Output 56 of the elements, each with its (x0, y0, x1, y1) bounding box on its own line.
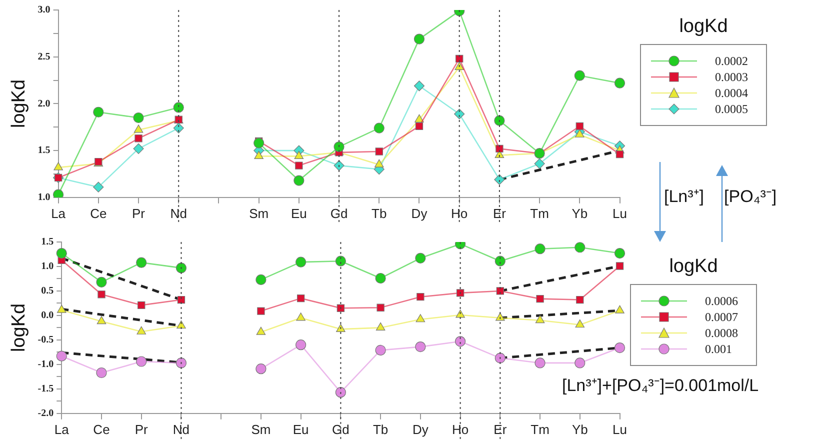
x-tick-label: Lu (612, 206, 628, 221)
legend-title: logKd (668, 256, 719, 278)
x-tick-label: Lu (612, 422, 628, 437)
x-tick-label: Yb (572, 206, 588, 221)
x-tick-label: Tb (372, 206, 387, 221)
x-tick-label: Tb (372, 422, 388, 437)
y-tick-label: -1.5 (38, 383, 54, 394)
legend-label: 0.0008 (705, 326, 738, 340)
legend-title: logKd (678, 16, 729, 38)
x-tick-label: Nd (170, 206, 187, 221)
y-tick-label: 0.5 (41, 286, 54, 297)
x-tick-label: Ce (93, 422, 110, 437)
annotation: [Ln³⁺]+[PO₄³⁻]=0.001mol/L (562, 375, 759, 396)
y-tick-label: 2.0 (38, 98, 50, 110)
y-tick-label: 1.0 (41, 261, 54, 272)
legend-label: 0.0003 (715, 70, 748, 84)
x-tick-label: Dy (411, 206, 428, 221)
x-tick-label: Pr (134, 422, 149, 437)
x-tick-label: Yb (572, 422, 588, 437)
legend-label: 0.0007 (705, 310, 738, 324)
x-tick-label: La (51, 206, 66, 221)
y-tick-label: 1.0 (38, 192, 50, 203)
legend-label: 0.0005 (715, 102, 748, 116)
x-tick-label: Dy (412, 422, 429, 437)
x-tick-label: Gd (332, 422, 350, 437)
x-tick-label: Er (494, 422, 508, 437)
y-tick-label: -0.5 (38, 334, 54, 346)
x-tick-label: Sm (249, 206, 269, 221)
x-tick-label: Tm (530, 422, 550, 437)
legend-label: 0.0004 (715, 86, 748, 100)
text: [PO₄³⁻] (724, 186, 777, 207)
x-tick-label: La (54, 422, 70, 437)
x-tick-label: Ho (451, 206, 468, 221)
text: [Ln³⁺] (664, 186, 704, 207)
x-tick-label: Er (492, 206, 507, 221)
x-tick-label: Nd (172, 422, 190, 437)
y-tick-label: 2.5 (38, 51, 50, 62)
legend-label: 0.001 (705, 342, 732, 356)
legend-label: 0.0002 (715, 54, 748, 68)
x-tick-label: Pr (132, 206, 146, 221)
legend-label: 0.0006 (705, 294, 738, 308)
y-tick-label: -2.0 (38, 408, 54, 419)
x-tick-label: Ce (90, 206, 107, 221)
x-tick-label: Sm (251, 422, 271, 437)
y-tick-label: -1.0 (38, 359, 54, 370)
y-tick-label: 0.0 (41, 310, 54, 322)
y-tick-label: 1.5 (38, 145, 50, 156)
x-tick-label: Eu (290, 206, 307, 221)
x-tick-label: Eu (292, 422, 309, 437)
y-axis-title: logKd (8, 79, 30, 128)
y-axis-title: logKd (8, 303, 30, 352)
x-tick-label: Tm (530, 206, 549, 221)
y-tick-label: 1.5 (41, 236, 54, 248)
y-tick-label: 3.0 (38, 4, 50, 16)
x-tick-label: Ho (452, 422, 469, 437)
x-tick-label: Gd (330, 206, 348, 221)
